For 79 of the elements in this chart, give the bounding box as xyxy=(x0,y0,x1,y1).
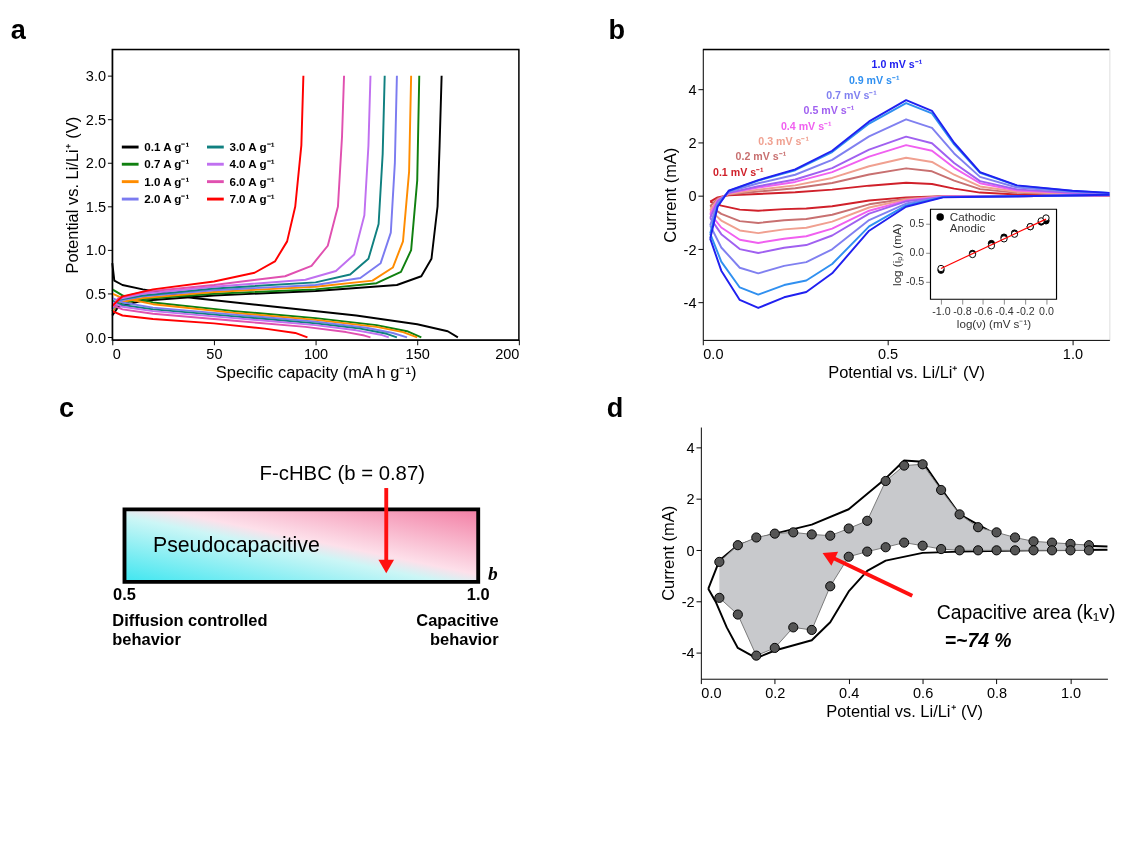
x-tick-label: 0.2 xyxy=(765,684,786,701)
x-tick-label: -0.8 xyxy=(953,305,972,318)
x-tick-label: 150 xyxy=(405,345,430,362)
series-label: 0.1 mV s⁻¹ xyxy=(712,165,765,178)
text: 0.7 mV s⁻¹ xyxy=(826,89,878,102)
y-tick-label: 0 xyxy=(686,542,695,559)
text: Diffusion controlled behavior xyxy=(112,610,268,648)
y-tick-label: 0.5 xyxy=(909,217,925,230)
y-tick-label: 0.0 xyxy=(85,329,106,346)
text: 0.3 mV s⁻¹ xyxy=(758,135,810,148)
y-tick-label: 0.0 xyxy=(909,246,925,259)
x-axis-title: Potential vs. Li/Li⁺ (V) xyxy=(826,701,984,720)
x-tick-label: 200 xyxy=(495,345,520,362)
y-tick-label: 2.5 xyxy=(85,111,106,128)
x-tick-label: 100 xyxy=(303,345,329,362)
legend-label: 3.0 A g⁻¹ xyxy=(229,139,275,153)
x-tick-label: 0.8 xyxy=(986,684,1008,701)
x-tick-label: 0 xyxy=(112,345,121,362)
text: 0.5 mV s⁻¹ xyxy=(803,104,855,117)
annotation: Capacitive area (k₁v) xyxy=(936,601,1116,624)
text: 0.4 mV s⁻¹ xyxy=(780,119,833,132)
y-tick-label: -2 xyxy=(681,594,695,611)
y-axis-title: Current (mA) xyxy=(658,505,677,601)
y-tick-label: 2.0 xyxy=(85,155,106,172)
chart-title: d xyxy=(606,392,624,424)
y-tick-label: 1.5 xyxy=(85,198,106,215)
text: 1.0 xyxy=(466,585,490,604)
y-tick-label: -0.5 xyxy=(905,275,925,288)
y-tick-label: 2 xyxy=(688,135,697,152)
text: b xyxy=(487,563,498,584)
legend-label: 2.0 A g⁻¹ xyxy=(144,191,190,205)
y-tick-label: -4 xyxy=(683,294,697,311)
y-tick-label: 3.0 xyxy=(85,68,106,84)
legend-label: 4.0 A g⁻¹ xyxy=(229,157,275,171)
x-tick-label: 1.0 xyxy=(1060,684,1082,701)
x-tick-label: 0.0 xyxy=(701,684,722,701)
x-tick-label: 0.5 xyxy=(878,345,899,362)
chart-title: a xyxy=(10,14,27,46)
series-label: Anodic xyxy=(949,221,986,235)
x-tick-label: -1.0 xyxy=(932,305,951,318)
x-tick-label: 50 xyxy=(206,345,223,362)
y-tick-label: 4 xyxy=(688,81,697,98)
x-tick-label: -0.4 xyxy=(995,305,1014,318)
text: Pseudocapacitive xyxy=(152,533,320,558)
text: 0.2 mV s⁻¹ xyxy=(735,150,787,163)
legend-label: 1.0 A g⁻¹ xyxy=(144,174,190,188)
annotation: =~74 % xyxy=(944,628,1012,651)
legend-label: 7.0 A g⁻¹ xyxy=(229,191,275,205)
legend-label: 6.0 A g⁻¹ xyxy=(229,174,275,188)
x-tick-label: -0.6 xyxy=(974,305,993,318)
series-label: 0.9 mV s⁻¹ xyxy=(848,73,900,86)
y-tick-label: 4 xyxy=(686,439,695,456)
y-tick-label: 0.5 xyxy=(85,286,106,303)
text: F-cHBC (b = 0.87) xyxy=(259,462,425,485)
x-axis-title: Specific capacity (mA h g⁻¹) xyxy=(215,363,417,382)
x-axis-title: Potential vs. Li/Li⁺ (V) xyxy=(828,363,985,382)
y-axis-title: log (iₚ) (mA) xyxy=(890,223,905,286)
y-tick-label: -2 xyxy=(683,241,697,258)
legend-label: 0.1 A g⁻¹ xyxy=(144,139,190,153)
legend-label: 0.7 A g⁻¹ xyxy=(144,157,190,171)
y-tick-label: -4 xyxy=(681,645,695,662)
y-tick-label: 0 xyxy=(688,188,697,205)
text: Capacitive behavior xyxy=(416,610,500,648)
x-axis-title: log(ν) (mV s⁻¹) xyxy=(956,316,1032,330)
y-tick-label: 2 xyxy=(686,491,695,508)
text: 0.5 xyxy=(113,585,136,604)
y-tick-label: 1.0 xyxy=(85,242,106,259)
x-tick-label: 0.0 xyxy=(703,345,724,362)
x-tick-label: -0.2 xyxy=(1016,305,1035,318)
chart-title: b xyxy=(608,14,626,46)
y-axis-title: Potential vs. Li/Li⁺ (V) xyxy=(63,116,82,274)
y-axis-title: Current (mA) xyxy=(660,147,679,243)
x-tick-label: 0.0 xyxy=(1039,305,1054,318)
x-tick-label: 0.6 xyxy=(913,684,934,701)
text: 1.0 mV s⁻¹ xyxy=(871,58,923,71)
x-tick-label: 0.4 xyxy=(839,684,860,701)
legend-label: Cathodic xyxy=(949,209,996,223)
text: c xyxy=(59,392,75,424)
x-tick-label: 1.0 xyxy=(1062,345,1083,362)
